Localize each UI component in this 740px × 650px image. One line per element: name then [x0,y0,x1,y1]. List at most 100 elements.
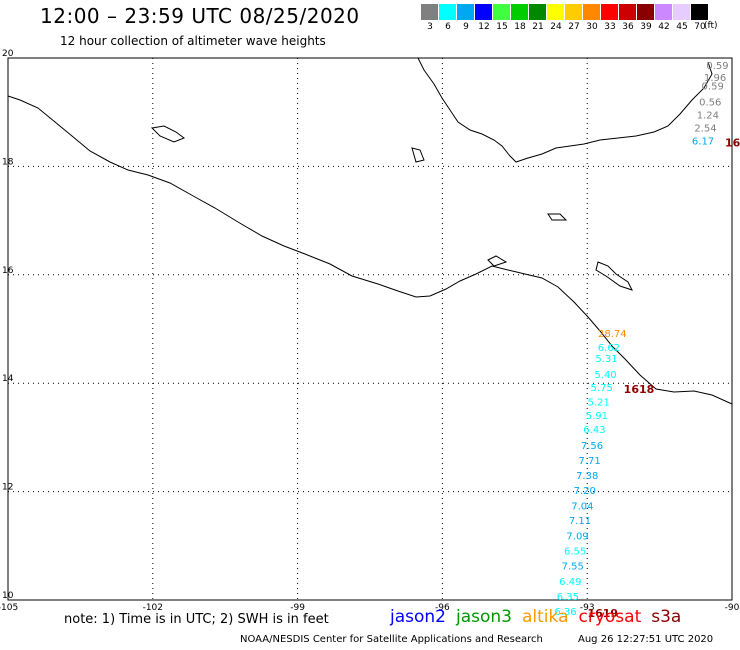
legend-swatch [691,4,709,20]
legend-swatch [421,4,439,20]
page-subtitle: 12 hour collection of altimeter wave hei… [60,34,326,48]
coastline-gulf [417,57,713,163]
legend-bin-label: 27 [568,22,580,32]
wave-height-label: 6.55 [564,546,586,557]
legend-bin: 15 [493,4,511,32]
satellite-legend: jason2 jason3 altika cryosat s3a [390,607,691,627]
wave-height-label: 6.43 [583,425,605,436]
legend-swatch [547,4,565,20]
wave-height-label: 7.56 [581,441,603,452]
footer-credit: NOAA/NESDIS Center for Satellite Applica… [240,634,543,645]
wave-height-label: 7.71 [578,456,600,467]
color-legend: 3 6 9 12 15 18 21 24 27 30 33 36 39 42 45 70 [421,4,709,32]
satellite-name: s3a [651,607,682,627]
wave-height-label: 5.21 [588,397,610,408]
wave-height-label: 0.56 [699,98,721,109]
legend-swatch [511,4,529,20]
legend-bin: 27 [565,4,583,32]
legend-bin-label: 18 [514,22,526,32]
lon-tick-label: -90 [725,603,740,613]
legend-swatch [601,4,619,20]
legend-bin-label: 9 [463,22,469,32]
island-c [595,261,633,291]
wave-height-label: 6.62 [598,343,620,354]
legend-bin-label: 6 [445,22,451,32]
wave-height-label: 6.17 [692,137,714,148]
satellite-name: jason2 [390,607,446,627]
legend-bin: 21 [529,4,547,32]
legend-unit-label: (ft) [704,21,718,31]
coastline-mainland [7,95,733,405]
satellite-name: cryosat [578,607,642,627]
legend-bin-label: 21 [532,22,544,32]
lat-tick-label: 20 [2,49,14,59]
map-grid [8,58,732,600]
coastline [7,57,733,405]
footer-timestamp: Aug 26 12:27:51 UTC 2020 [578,634,714,645]
wave-height-label: 5.40 [594,370,616,381]
legend-bin: 18 [511,4,529,32]
legend-bin-label: 36 [622,22,634,32]
legend-swatch [565,4,583,20]
legend-bin: 9 [457,4,475,32]
wave-height-label: 7.20 [574,486,596,497]
wave-height-label: 0.59 [706,61,728,72]
legend-swatch [457,4,475,20]
legend-swatch [637,4,655,20]
legend-bin: 24 [547,4,565,32]
wave-height-label: 0.59 [702,81,724,92]
legend-bin: 39 [637,4,655,32]
satellite-name: jason3 [456,607,512,627]
legend-bin: 12 [475,4,493,32]
map-frame [7,57,733,601]
legend-swatch [529,4,547,20]
wave-height-label: 1.24 [697,111,719,122]
wave-height-label: 28.74 [598,329,627,340]
map-tick-labels: -105 -102 -99 -96 -93 -90 20 18 16 14 12 10 [0,49,740,613]
lat-tick-label: 18 [2,157,14,167]
lat-tick-label: 16 [2,266,14,276]
wave-height-label: 6.36 [554,607,576,618]
wave-height-label: 7.55 [562,562,584,573]
wave-height-label: 6.49 [559,577,581,588]
island-e [487,255,508,267]
legend-bin-label: 15 [496,22,508,32]
lon-tick-label: -105 [0,603,18,613]
legend-swatch [493,4,511,20]
wave-height-label: 1.96 [704,73,726,84]
wave-height-label: 5.91 [586,411,608,422]
legend-bin: 33 [601,4,619,32]
legend-swatch [655,4,673,20]
legend-bin-label: 42 [658,22,670,32]
lat-tick-label: 14 [2,374,14,384]
legend-bin-label: 24 [550,22,562,32]
legend-swatch [475,4,493,20]
legend-bin-label: 45 [676,22,688,32]
satellite-name: altika [522,607,569,627]
legend-swatch [619,4,637,20]
wave-height-labels: 0.591.960.59 0.56 1.24 2.54 6.17 1617 28.74 6.6… [554,61,740,620]
legend-bin-label: 12 [478,22,490,32]
legend-bin: 45 [673,4,691,32]
legend-swatch [583,4,601,20]
lat-tick-label: 10 [2,591,14,601]
wave-height-label: 6.35 [557,592,579,603]
track-time-label: 1617 [725,137,740,150]
lon-tick-label: -93 [580,603,595,613]
legend-bin-label: 30 [586,22,598,32]
legend-bin: 70 [691,4,709,32]
wave-height-label: 7.09 [566,531,588,542]
island-a [150,125,186,143]
page-title: 12:00 – 23:59 UTC 08/25/2020 [40,4,360,28]
legend-bin: 3 [421,4,439,32]
wave-height-label: 5.31 [595,354,617,365]
island-b [411,147,425,163]
legend-bin: 30 [583,4,601,32]
wave-height-label: 2.54 [694,124,716,135]
wave-height-label: 7.38 [576,471,598,482]
legend-bin-label: 33 [604,22,616,32]
island-d [547,213,568,221]
lon-tick-label: -99 [290,603,305,613]
footer-note: note: 1) Time is in UTC; 2) SWH is in fe… [64,612,329,627]
